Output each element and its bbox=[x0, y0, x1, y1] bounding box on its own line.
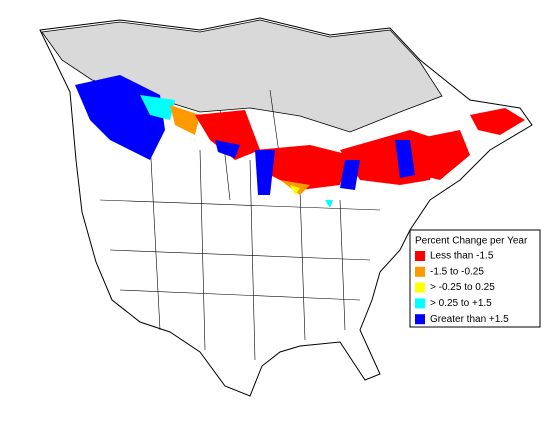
legend-box bbox=[409, 229, 541, 328]
legend: Percent Change per Year Less than -1.5 -1… bbox=[409, 229, 541, 328]
legend-swatch bbox=[415, 298, 425, 309]
legend-label: Less than -1.5 bbox=[430, 251, 494, 262]
legend-label: > 0.25 to +1.5 bbox=[430, 298, 492, 309]
legend-label: Greater than +1.5 bbox=[430, 314, 509, 325]
legend-swatch bbox=[415, 282, 425, 293]
legend-title: Percent Change per Year bbox=[415, 236, 528, 247]
legend-label: -1.5 to -0.25 bbox=[430, 266, 484, 277]
trend-patches bbox=[75, 75, 525, 208]
legend-label: > -0.25 to 0.25 bbox=[430, 282, 495, 293]
legend-swatch bbox=[415, 266, 425, 277]
legend-swatch bbox=[415, 314, 425, 325]
legend-swatch bbox=[415, 251, 425, 261]
